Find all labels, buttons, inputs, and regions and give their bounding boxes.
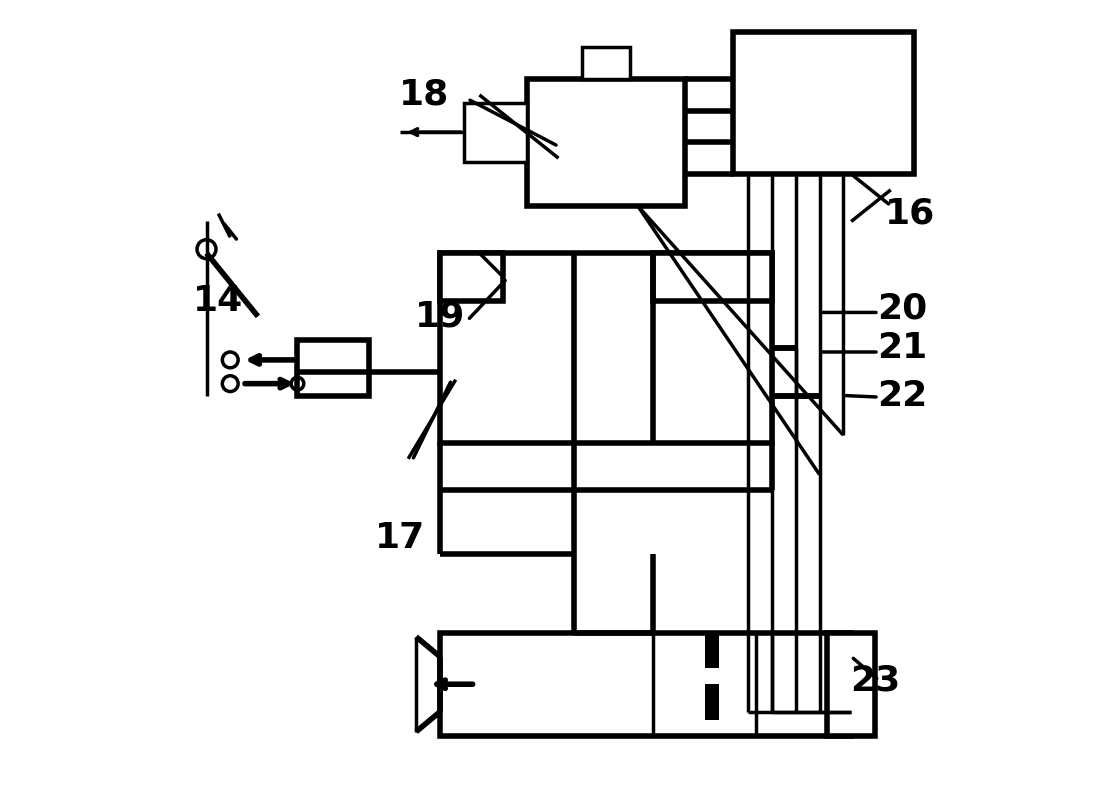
- Bar: [582, 47, 630, 79]
- Text: 23: 23: [850, 664, 900, 697]
- Bar: [297, 340, 369, 396]
- Text: 16: 16: [886, 197, 936, 230]
- Text: 18: 18: [399, 78, 449, 112]
- Bar: [527, 79, 685, 206]
- Bar: [440, 633, 851, 736]
- Bar: [705, 684, 719, 720]
- Text: 19: 19: [414, 300, 465, 333]
- Bar: [828, 633, 875, 736]
- Bar: [653, 253, 772, 301]
- Text: 21: 21: [878, 331, 928, 365]
- Text: 14: 14: [193, 284, 244, 317]
- Bar: [705, 633, 719, 668]
- Bar: [440, 253, 503, 301]
- Bar: [733, 32, 915, 174]
- Text: 17: 17: [375, 521, 426, 554]
- Bar: [464, 103, 527, 162]
- Text: 22: 22: [878, 379, 928, 412]
- Text: 20: 20: [878, 292, 928, 325]
- Bar: [440, 253, 772, 443]
